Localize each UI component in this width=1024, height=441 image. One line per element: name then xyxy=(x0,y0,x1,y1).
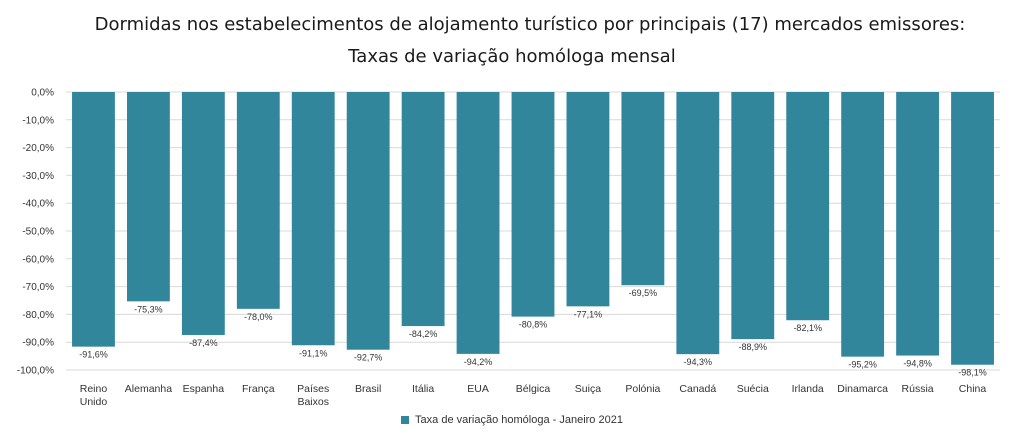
bar xyxy=(291,92,335,346)
y-tick-label: -90,0% xyxy=(22,338,54,349)
data-label: -69,5% xyxy=(629,288,658,298)
y-axis-ticks: 0,0% -10,0% -20,0% -30,0% -40,0% -50,0% -60,0%… xyxy=(17,88,54,377)
bar xyxy=(896,92,940,356)
category-label: China xyxy=(959,383,987,395)
category-labels: Reino Unido Alemanha Espanha França Países Bai… xyxy=(80,383,987,408)
category-label: Canadá xyxy=(679,383,716,395)
y-tick-label: -20,0% xyxy=(22,143,54,154)
category-label: Espanha xyxy=(183,383,225,395)
bar xyxy=(566,92,610,307)
category-label: EUA xyxy=(467,383,489,395)
data-label: -82,1% xyxy=(793,323,822,333)
bar xyxy=(731,92,775,340)
category-label: Bélgica xyxy=(516,383,551,395)
data-label: -80,8% xyxy=(519,320,548,330)
y-tick-label: 0,0% xyxy=(31,88,54,99)
bar xyxy=(456,92,500,354)
legend-swatch xyxy=(401,416,410,425)
bar xyxy=(126,92,170,302)
y-tick-label: -30,0% xyxy=(22,171,54,182)
category-label: Suécia xyxy=(737,383,769,395)
legend-label: Taxa de variação homóloga - Janeiro 2021 xyxy=(415,414,623,427)
category-label: Reino Unido xyxy=(80,383,108,408)
bar xyxy=(511,92,555,317)
category-label: França xyxy=(242,383,275,395)
data-label: -92,7% xyxy=(354,353,383,363)
data-label: -94,2% xyxy=(464,357,493,367)
y-tick-label: -50,0% xyxy=(22,227,54,238)
legend: Taxa de variação homóloga - Janeiro 2021 xyxy=(0,414,1024,426)
y-tick-label: -60,0% xyxy=(22,254,54,265)
category-label: Países Baixos xyxy=(297,383,329,408)
bar xyxy=(236,92,280,309)
chart-subtitle: Taxas de variação homóloga mensal xyxy=(348,46,676,67)
y-tick-label: -100,0% xyxy=(17,366,54,377)
category-label: Dinamarca xyxy=(837,383,888,395)
bar xyxy=(181,92,225,335)
bar xyxy=(401,92,445,327)
category-label: Irlanda xyxy=(792,383,824,395)
y-tick-label: -40,0% xyxy=(22,199,54,210)
data-labels: -91,6% -75,3% -87,4% -78,0% -91,1% -92,7% -84,… xyxy=(79,288,987,378)
data-label: -94,3% xyxy=(684,357,713,367)
data-label: -95,2% xyxy=(848,360,877,370)
bar xyxy=(72,92,115,347)
category-label: Brasil xyxy=(355,383,381,395)
chart-title: Dormidas nos estabelecimentos de alojame… xyxy=(94,14,966,35)
bars xyxy=(72,92,994,365)
category-label: Alemanha xyxy=(125,383,172,395)
category-label: Itália xyxy=(412,383,434,395)
y-tick-label: -80,0% xyxy=(22,310,54,321)
y-tick-label: -10,0% xyxy=(22,115,54,126)
data-label: -77,1% xyxy=(574,309,603,319)
bar xyxy=(951,92,994,365)
data-label: -98,1% xyxy=(958,368,987,378)
data-label: -87,4% xyxy=(189,338,218,348)
data-label: -94,8% xyxy=(903,359,932,369)
data-label: -91,1% xyxy=(299,348,328,358)
data-label: -88,9% xyxy=(738,342,767,352)
bar xyxy=(786,92,830,321)
bar xyxy=(676,92,720,355)
y-tick-label: -70,0% xyxy=(22,282,54,293)
data-label: -78,0% xyxy=(244,312,273,322)
data-label: -84,2% xyxy=(409,329,438,339)
bar xyxy=(621,92,665,286)
data-label: -91,6% xyxy=(79,350,108,360)
data-label: -75,3% xyxy=(134,304,163,314)
category-label: Polónia xyxy=(625,383,660,395)
bar xyxy=(841,92,885,357)
category-label: Rússia xyxy=(902,383,934,395)
category-label: Suiça xyxy=(575,383,601,395)
bar xyxy=(346,92,390,350)
